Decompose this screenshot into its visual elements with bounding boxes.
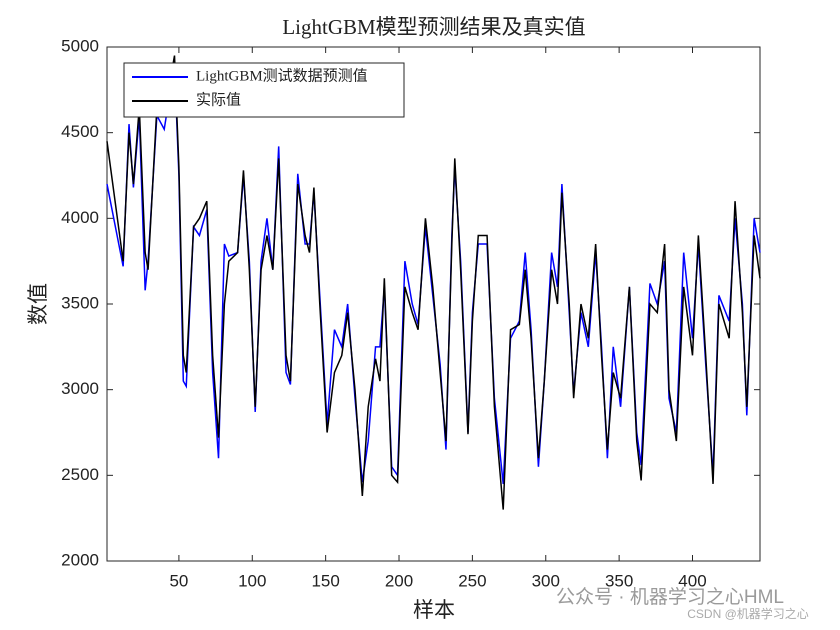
x-tick-label: 50 — [169, 571, 188, 590]
y-tick-label: 2000 — [61, 550, 99, 569]
legend-box — [123, 62, 405, 118]
y-tick-label: 5000 — [61, 36, 99, 55]
series-line — [106, 55, 761, 510]
y-tick-label: 2500 — [61, 465, 99, 484]
watermark: 公众号 · 机器学习之心HML — [556, 586, 784, 608]
x-tick-label: 200 — [385, 571, 413, 590]
credit: CSDN @机器学习之心 — [687, 606, 809, 621]
x-tick-label: 250 — [458, 571, 486, 590]
y-tick-label: 3500 — [61, 293, 99, 312]
x-tick-label: 150 — [311, 571, 339, 590]
legend-label: 实际值 — [196, 91, 241, 108]
y-tick-label: 4000 — [61, 208, 99, 227]
y-tick-label: 4500 — [61, 122, 99, 141]
x-tick-label: 400 — [678, 571, 706, 590]
chart-title: LightGBM模型预测结果及真实值 — [282, 15, 585, 39]
x-axis-label: 样本 — [413, 598, 455, 622]
x-tick-label: 350 — [605, 571, 633, 590]
x-tick-label: 100 — [238, 571, 266, 590]
y-tick-label: 3000 — [61, 379, 99, 398]
y-axis-label: 数值 — [26, 283, 50, 325]
legend-label: LightGBM测试数据预测值 — [196, 67, 368, 84]
x-tick-label: 300 — [532, 571, 560, 590]
